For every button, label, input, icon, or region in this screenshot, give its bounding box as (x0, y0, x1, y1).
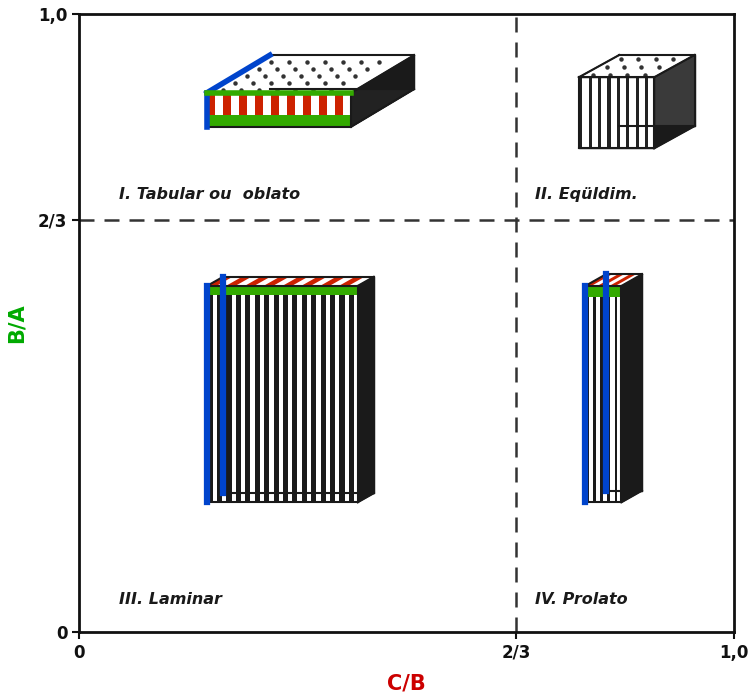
Polygon shape (236, 286, 241, 503)
Polygon shape (217, 286, 222, 503)
Polygon shape (579, 77, 582, 148)
Polygon shape (609, 274, 636, 286)
Polygon shape (303, 93, 311, 127)
Polygon shape (607, 286, 610, 503)
Polygon shape (606, 274, 642, 491)
Y-axis label: B/A: B/A (7, 303, 27, 343)
Polygon shape (302, 286, 307, 503)
Polygon shape (645, 77, 649, 148)
Polygon shape (585, 274, 612, 286)
Polygon shape (227, 286, 231, 503)
Polygon shape (207, 55, 414, 93)
Polygon shape (585, 286, 621, 297)
Text: II. Eqüldim.: II. Eqüldim. (534, 188, 637, 202)
Text: III. Laminar: III. Laminar (119, 592, 222, 608)
Polygon shape (255, 93, 263, 127)
Polygon shape (579, 55, 695, 77)
Text: IV. Prolato: IV. Prolato (534, 592, 627, 608)
Polygon shape (282, 277, 308, 286)
Polygon shape (321, 286, 326, 503)
Text: I. Tabular ou  oblato: I. Tabular ou oblato (119, 188, 299, 202)
Polygon shape (597, 274, 624, 286)
Polygon shape (358, 277, 373, 503)
Polygon shape (617, 77, 620, 148)
Polygon shape (293, 286, 297, 503)
Polygon shape (615, 286, 618, 503)
Polygon shape (585, 274, 642, 286)
Polygon shape (239, 93, 246, 127)
X-axis label: C/B: C/B (387, 673, 426, 693)
Polygon shape (223, 93, 231, 127)
Polygon shape (586, 286, 589, 503)
Polygon shape (274, 286, 279, 503)
Polygon shape (207, 277, 232, 286)
Polygon shape (598, 77, 601, 148)
Polygon shape (226, 277, 251, 286)
Polygon shape (207, 277, 373, 286)
Polygon shape (579, 77, 654, 148)
Polygon shape (207, 93, 215, 127)
Polygon shape (270, 55, 414, 89)
Polygon shape (607, 77, 611, 148)
Polygon shape (311, 286, 316, 503)
Polygon shape (208, 286, 212, 503)
Polygon shape (335, 93, 342, 127)
Polygon shape (589, 77, 592, 148)
Polygon shape (223, 277, 373, 493)
Polygon shape (301, 277, 327, 286)
Polygon shape (271, 93, 279, 127)
Polygon shape (351, 55, 414, 127)
Polygon shape (245, 277, 270, 286)
Polygon shape (283, 286, 288, 503)
Polygon shape (207, 286, 358, 295)
Polygon shape (255, 286, 260, 503)
Polygon shape (264, 286, 269, 503)
Polygon shape (319, 93, 327, 127)
Polygon shape (287, 93, 295, 127)
Polygon shape (207, 115, 351, 127)
Polygon shape (621, 274, 642, 503)
Polygon shape (207, 93, 351, 127)
Polygon shape (207, 286, 358, 503)
Polygon shape (339, 277, 364, 286)
Polygon shape (626, 77, 630, 148)
Polygon shape (330, 286, 335, 503)
Polygon shape (600, 286, 603, 503)
Polygon shape (619, 55, 695, 126)
Polygon shape (207, 89, 414, 127)
Polygon shape (339, 286, 345, 503)
Polygon shape (585, 286, 621, 503)
Polygon shape (264, 277, 289, 286)
Polygon shape (349, 286, 354, 503)
Polygon shape (320, 277, 345, 286)
Polygon shape (636, 77, 639, 148)
Polygon shape (593, 286, 596, 503)
Polygon shape (654, 55, 695, 148)
Polygon shape (245, 286, 250, 503)
